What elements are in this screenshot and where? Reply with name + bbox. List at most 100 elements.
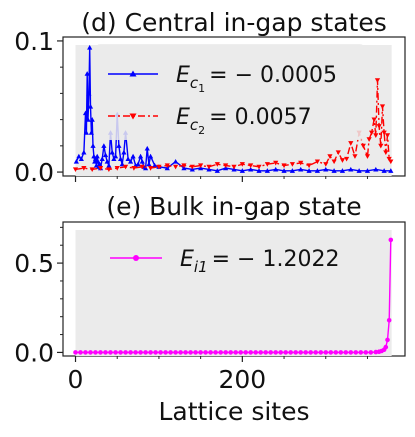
data-point <box>101 143 107 148</box>
data-point <box>148 350 153 355</box>
data-point <box>102 152 109 158</box>
data-point <box>135 161 141 167</box>
data-point <box>368 350 374 355</box>
data-point <box>81 149 87 155</box>
data-point <box>358 350 364 355</box>
data-point <box>384 133 391 138</box>
legend-entry-ei1: Ei1 = − 1.2022 <box>110 247 339 276</box>
data-point <box>335 150 341 155</box>
data-point <box>344 156 350 162</box>
data-point <box>193 350 198 355</box>
data-point <box>243 350 248 355</box>
panel-central-in-gap-states: (d) Central in-gap states 0.0 0.1 Ec1= − … <box>14 8 406 187</box>
data-point <box>113 350 118 355</box>
y-tick-label: 0.1 <box>14 27 54 56</box>
data-point <box>89 167 95 173</box>
data-point <box>82 110 89 116</box>
data-point <box>173 164 179 170</box>
legend-label-ec2: Ec2= 0.0057 <box>176 105 312 137</box>
data-point <box>314 168 321 173</box>
data-point <box>73 158 79 164</box>
data-point <box>123 350 128 355</box>
data-point <box>376 124 382 129</box>
data-point <box>333 350 339 355</box>
data-point <box>239 162 245 167</box>
data-point <box>381 168 387 173</box>
data-point <box>111 156 117 162</box>
data-point <box>97 161 103 167</box>
data-point <box>381 130 387 136</box>
data-point <box>323 162 329 167</box>
data-point <box>268 350 274 355</box>
data-point <box>273 350 279 355</box>
data-point <box>109 149 115 155</box>
data-point <box>83 130 89 135</box>
data-point <box>72 167 79 173</box>
data-point <box>239 168 245 173</box>
data-point <box>364 168 371 173</box>
data-point <box>373 166 379 172</box>
data-point <box>231 164 237 170</box>
data-point <box>183 350 188 355</box>
data-point <box>188 350 193 355</box>
data-point <box>238 350 243 355</box>
data-point <box>228 350 233 355</box>
data-point <box>306 168 312 173</box>
data-point <box>386 156 392 162</box>
data-point <box>89 117 95 122</box>
data-point <box>139 158 145 164</box>
data-point <box>293 350 299 355</box>
data-point <box>139 164 145 170</box>
data-point <box>303 350 309 355</box>
data-point <box>106 167 112 173</box>
legend-marker-ec2 <box>129 113 137 120</box>
data-point <box>374 78 381 83</box>
x-axis-label: Lattice sites <box>158 397 309 426</box>
panel-e-title: (e) Bulk in-gap state <box>106 192 361 221</box>
data-point <box>256 168 262 173</box>
data-point <box>78 156 84 162</box>
panel-d-plot-area <box>72 44 394 173</box>
data-point <box>223 163 229 169</box>
data-point <box>137 153 144 159</box>
data-point <box>104 158 110 164</box>
data-point <box>313 350 319 355</box>
data-point <box>318 350 324 355</box>
data-point <box>253 350 258 355</box>
data-point <box>264 162 270 167</box>
data-point <box>127 158 134 164</box>
data-point <box>133 350 138 355</box>
data-point <box>214 168 220 173</box>
legend-marker-ei1 <box>133 255 139 261</box>
data-point <box>114 166 120 171</box>
data-point <box>363 350 369 355</box>
data-point <box>112 153 119 159</box>
data-point <box>189 164 195 170</box>
data-point <box>378 143 384 149</box>
data-point <box>138 350 143 355</box>
data-point <box>364 154 371 159</box>
legend-marker-ec1 <box>129 70 137 77</box>
panel-d-title: (d) Central in-gap states <box>81 8 386 37</box>
data-point <box>87 44 93 50</box>
legend-box <box>98 232 364 282</box>
data-point <box>83 350 88 355</box>
data-point <box>348 141 354 146</box>
data-point <box>168 350 173 355</box>
legend-box <box>96 44 364 140</box>
data-point <box>281 163 287 169</box>
y-tick-label: 0.0 <box>14 338 54 367</box>
data-point <box>385 337 390 343</box>
data-point <box>288 350 294 355</box>
data-point <box>314 159 321 165</box>
panel-d-legend: Ec1= − 0.0005 Ec2= 0.0057 <box>96 44 364 140</box>
data-point <box>388 168 394 173</box>
data-point <box>298 160 304 166</box>
data-point <box>383 150 389 155</box>
data-point <box>214 162 220 167</box>
data-point <box>143 350 148 355</box>
data-point <box>281 168 287 173</box>
data-point <box>152 162 158 168</box>
y-tick-label: 0.0 <box>14 158 54 187</box>
